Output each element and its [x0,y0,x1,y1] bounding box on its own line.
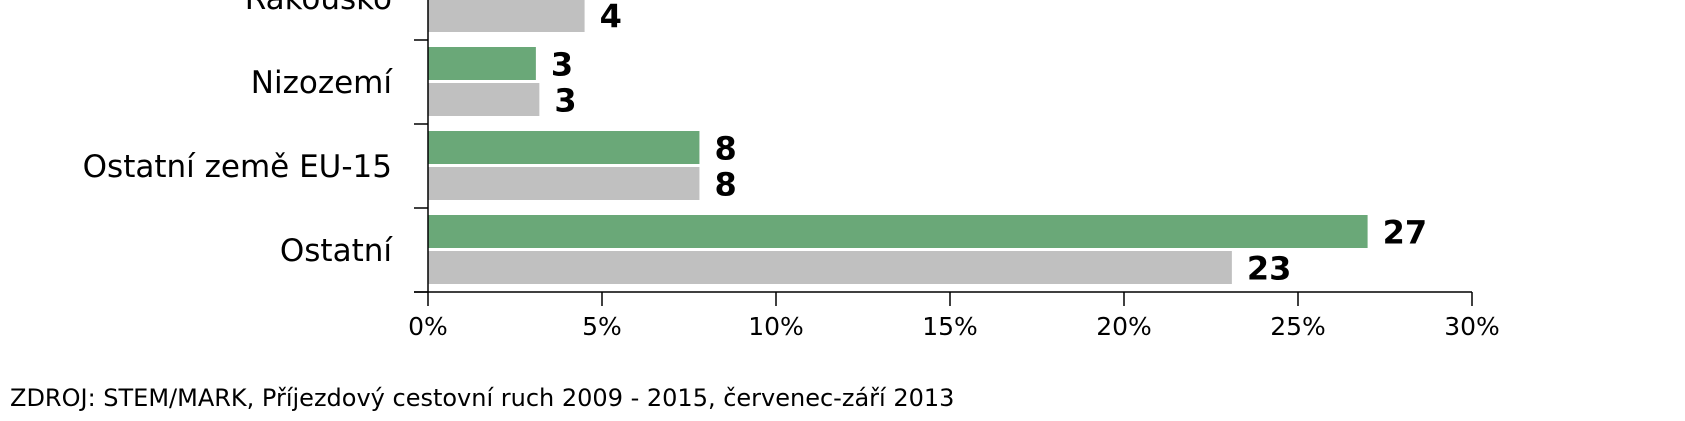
x-tick-label: 5% [582,312,622,341]
axes-layer [414,0,1473,306]
bar [428,131,700,164]
x-tick-label: 0% [408,312,448,341]
labels-layer: Rakousko 4 Nizozemí 33 Ostatní země EU-15 88 O… [83,0,1500,341]
x-tick-label: 15% [922,312,978,341]
data-label: 23 [1247,250,1292,288]
bars-layer [428,0,1368,284]
bar [428,215,1368,248]
bar [428,251,1232,284]
category-label: Ostatní [280,233,394,269]
x-tick-label: 30% [1444,312,1500,341]
data-label: 3 [551,46,573,84]
category-label: Rakousko [245,0,392,17]
category-label: Nizozemí [251,65,394,101]
data-label: 8 [714,166,736,204]
x-tick-label: 25% [1270,312,1326,341]
bar [428,83,540,116]
bar [428,167,700,200]
bar [428,47,536,80]
data-label: 3 [554,82,576,120]
data-label: 8 [714,130,736,168]
bar-chart: Rakousko 4 Nizozemí 33 Ostatní země EU-15 88 O… [83,0,1500,341]
data-label: 4 [600,0,622,36]
x-tick-label: 10% [748,312,804,341]
x-tick-label: 20% [1096,312,1152,341]
category-label: Ostatní země EU-15 [83,149,392,185]
data-label: 27 [1383,214,1428,252]
bar [428,0,585,32]
source-note: ZDROJ: STEM/MARK, Příjezdový cestovní ru… [10,384,955,412]
